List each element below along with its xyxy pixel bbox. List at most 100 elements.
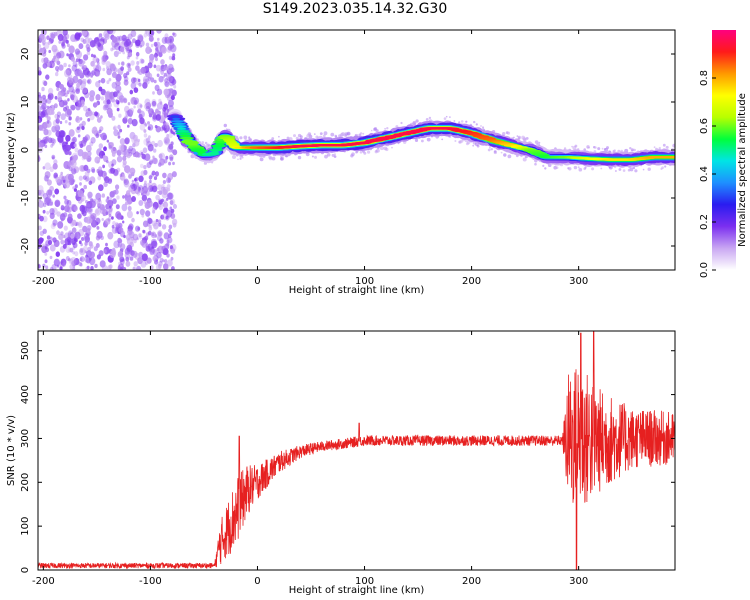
noise-speckle	[38, 200, 44, 208]
noise-speckle	[124, 115, 128, 120]
noise-speckle	[67, 216, 73, 223]
noise-speckle	[73, 143, 78, 148]
noise-speckle	[74, 251, 79, 257]
noise-speckle	[61, 42, 65, 47]
noise-speckle	[45, 74, 50, 80]
noise-speckle	[41, 103, 47, 110]
noise-speckle	[161, 213, 168, 221]
noise-speckle	[68, 45, 75, 54]
noise-speckle	[103, 246, 110, 255]
noise-speckle	[122, 117, 128, 124]
noise-speckle	[137, 108, 142, 114]
noise-speckle	[42, 166, 46, 170]
noise-speckle	[150, 187, 154, 192]
noise-speckle	[113, 240, 120, 249]
noise-speckle	[73, 238, 77, 242]
noise-speckle	[98, 129, 102, 134]
ridge-halo	[544, 167, 547, 170]
ridge-halo	[571, 145, 573, 148]
noise-speckle	[143, 169, 148, 176]
noise-speckle	[111, 71, 117, 78]
ridge-halo	[319, 132, 323, 136]
ridge-halo	[629, 167, 634, 172]
noise-speckle	[52, 219, 58, 226]
noise-speckle	[172, 53, 176, 57]
noise-speckle	[123, 79, 129, 86]
noise-speckle	[100, 115, 103, 119]
noise-speckle	[89, 200, 96, 209]
noise-speckle	[127, 205, 132, 212]
noise-speckle	[80, 99, 85, 105]
noise-speckle	[67, 77, 72, 83]
noise-speckle	[154, 206, 158, 211]
noise-speckle	[106, 196, 110, 200]
noise-speckle	[146, 182, 151, 189]
noise-speckle	[77, 190, 84, 198]
noise-speckle	[151, 220, 157, 227]
noise-speckle	[108, 78, 112, 82]
noise-speckle	[74, 63, 78, 68]
noise-speckle	[65, 246, 71, 253]
noise-speckle	[154, 143, 158, 148]
noise-speckle	[67, 98, 70, 102]
noise-speckle	[162, 172, 167, 179]
noise-speckle	[130, 147, 136, 155]
noise-speckle	[145, 102, 152, 109]
noise-speckle	[95, 94, 101, 101]
noise-speckle	[168, 143, 174, 150]
noise-speckle	[143, 200, 147, 205]
ridge-halo	[414, 138, 419, 142]
ridge-halo	[534, 140, 539, 144]
ridge-halo	[574, 144, 578, 148]
noise-speckle	[148, 175, 153, 180]
noise-speckle	[126, 190, 131, 196]
noise-speckle	[116, 90, 120, 94]
noise-speckle	[87, 118, 91, 122]
noise-speckle	[68, 77, 73, 84]
noise-speckle	[141, 253, 148, 262]
noise-speckle	[136, 267, 140, 270]
noise-speckle	[84, 37, 91, 45]
noise-speckle	[151, 170, 156, 176]
noise-speckle	[109, 205, 112, 209]
noise-speckle	[142, 147, 148, 154]
noise-speckle	[147, 62, 153, 69]
noise-speckle	[60, 171, 63, 175]
noise-speckle	[95, 102, 99, 106]
noise-speckle	[96, 71, 101, 77]
noise-speckle	[49, 255, 53, 260]
noise-speckle	[103, 50, 108, 56]
noise-speckle	[47, 189, 53, 196]
ridge-halo	[458, 140, 462, 144]
ridge-halo	[204, 141, 208, 145]
y-tick-label: 10	[20, 96, 31, 109]
x-tick-label: 100	[355, 576, 374, 587]
noise-speckle	[157, 190, 160, 194]
noise-speckle	[46, 115, 51, 122]
noise-speckle	[106, 80, 110, 85]
noise-speckle	[53, 258, 60, 267]
noise-speckle	[46, 97, 52, 104]
ridge-halo	[662, 143, 666, 147]
noise-speckle	[154, 125, 158, 129]
noise-speckle	[87, 107, 91, 112]
noise-speckle	[38, 237, 44, 244]
noise-speckle	[125, 256, 130, 262]
noise-speckle	[126, 62, 131, 68]
noise-speckle	[115, 184, 120, 190]
noise-speckle	[78, 240, 82, 244]
chart-title: S149.2023.035.14.32.G30	[262, 1, 448, 17]
noise-speckle	[145, 243, 149, 248]
noise-speckle	[51, 264, 57, 270]
noise-speckle	[162, 120, 167, 126]
noise-speckle	[74, 184, 78, 189]
noise-speckle	[156, 30, 162, 34]
noise-speckle	[85, 43, 91, 50]
noise-speckle	[158, 231, 162, 237]
noise-speckle	[102, 67, 106, 72]
x-tick-label: 0	[254, 276, 260, 287]
ridge-halo	[454, 140, 457, 142]
noise-speckle	[42, 94, 46, 100]
noise-speckle	[71, 64, 78, 72]
noise-speckle	[65, 39, 69, 44]
